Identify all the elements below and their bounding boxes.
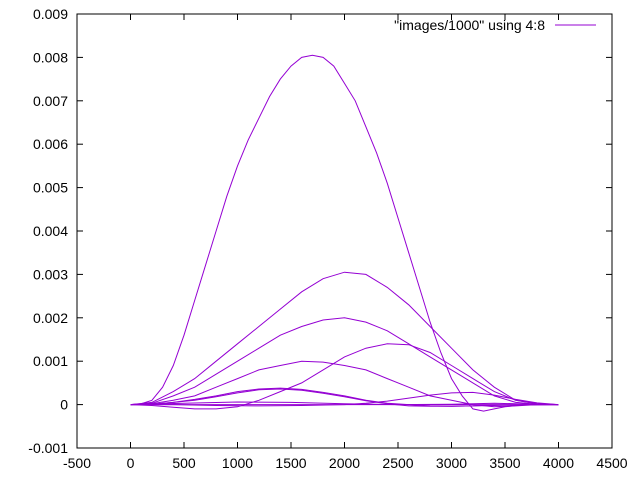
x-tick-label: 3000 (436, 455, 467, 471)
series-line-curve-2 (130, 271, 559, 406)
y-tick-label: 0.007 (33, 93, 68, 109)
x-tick-label: 4500 (596, 455, 627, 471)
y-tick-label: 0.004 (33, 223, 68, 239)
y-tick-label: 0.005 (33, 180, 68, 196)
series-line-curve-5 (130, 343, 559, 410)
series-line-curve-1 (130, 54, 559, 412)
x-tick-label: 500 (172, 455, 196, 471)
y-tick-label: 0.006 (33, 136, 68, 152)
y-tick-label: 0.008 (33, 49, 68, 65)
x-tick-label: 2000 (329, 455, 360, 471)
series-layer (130, 54, 559, 412)
legend-label: "images/1000" using 4:8 (394, 17, 545, 33)
x-tick-label: 1000 (222, 455, 253, 471)
legend: "images/1000" using 4:8 (394, 17, 596, 33)
x-tick-label: 1500 (275, 455, 306, 471)
y-tick-label: 0.001 (33, 353, 68, 369)
tick-layer: -500 0 500 1000 1500 2000 2500 3000 3500 4000 4500… (28, 6, 627, 471)
x-tick-label: -500 (63, 455, 91, 471)
x-tick-label: 3500 (489, 455, 520, 471)
y-tick-label: 0.009 (33, 6, 68, 22)
y-tick-label: 0.003 (33, 266, 68, 282)
series-line-curve-7 (130, 388, 559, 407)
y-tick-label: 0.002 (33, 310, 68, 326)
series-line-curve-3 (130, 317, 559, 406)
y-tick-label: 0 (60, 397, 68, 413)
x-tick-label: 4000 (543, 455, 574, 471)
x-tick-label: 0 (127, 455, 135, 471)
series-line-curve-8 (130, 391, 559, 407)
plot-frame (76, 13, 613, 449)
y-tick-label: -0.001 (28, 440, 68, 456)
x-tick-label: 2500 (382, 455, 413, 471)
